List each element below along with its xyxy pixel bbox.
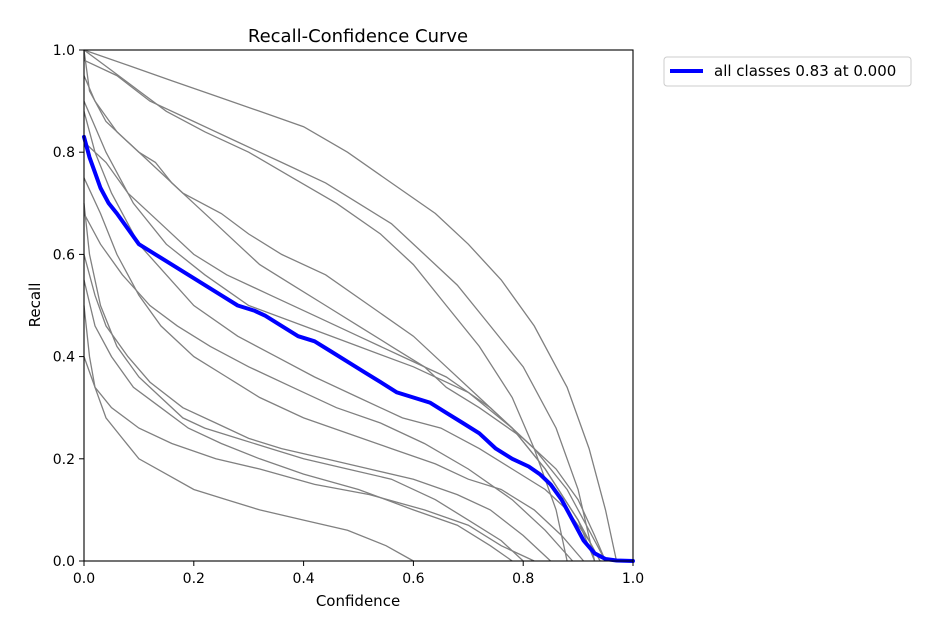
y-tick-label: 1.0 bbox=[53, 43, 75, 59]
series-line-class-15 bbox=[83, 356, 535, 562]
series-line-class-11 bbox=[83, 213, 574, 562]
legend-box bbox=[663, 56, 912, 87]
x-tick-label: 0.0 bbox=[73, 571, 95, 587]
series-line-class-2 bbox=[83, 111, 601, 562]
y-tick-label: 0.2 bbox=[53, 452, 75, 468]
x-tick-label: 0.4 bbox=[292, 571, 314, 587]
x-axis-ticks: 0.0 0.2 0.4 0.6 0.8 1.0 bbox=[73, 561, 644, 587]
y-tick-label: 0.4 bbox=[53, 350, 75, 366]
chart-title: Recall-Confidence Curve bbox=[248, 26, 468, 47]
legend: all classes 0.83 at 0.000 bbox=[663, 56, 912, 87]
legend-label: all classes 0.83 at 0.000 bbox=[714, 62, 896, 80]
y-tick-label: 0.8 bbox=[53, 145, 75, 161]
x-tick-label: 0.8 bbox=[512, 571, 534, 587]
y-axis-label: Recall bbox=[26, 283, 44, 328]
series-line-class-13 bbox=[83, 49, 618, 562]
x-tick-label: 1.0 bbox=[622, 571, 644, 587]
plot-frame bbox=[83, 49, 634, 562]
x-axis-label: Confidence bbox=[316, 592, 400, 610]
y-axis-ticks: 0.0 0.2 0.4 0.6 0.8 1.0 bbox=[53, 43, 84, 570]
series-line-class-12 bbox=[83, 279, 513, 562]
class-curves bbox=[83, 49, 618, 562]
series-line-class-3 bbox=[83, 177, 585, 562]
series-line-class-14 bbox=[83, 100, 596, 562]
y-tick-label: 0.0 bbox=[53, 554, 75, 570]
series-line-class-8 bbox=[83, 141, 607, 562]
series-line-class-1 bbox=[83, 49, 607, 562]
summary-curve bbox=[82, 134, 635, 563]
series-line-class-7 bbox=[83, 254, 552, 562]
y-tick-label: 0.6 bbox=[53, 247, 75, 263]
series-line-class-10 bbox=[83, 59, 596, 562]
series-line-class-9 bbox=[83, 305, 414, 562]
x-tick-label: 0.6 bbox=[402, 571, 424, 587]
series-line-class-6 bbox=[83, 49, 568, 562]
series-line-all-classes bbox=[82, 134, 635, 563]
x-tick-label: 0.2 bbox=[183, 571, 205, 587]
